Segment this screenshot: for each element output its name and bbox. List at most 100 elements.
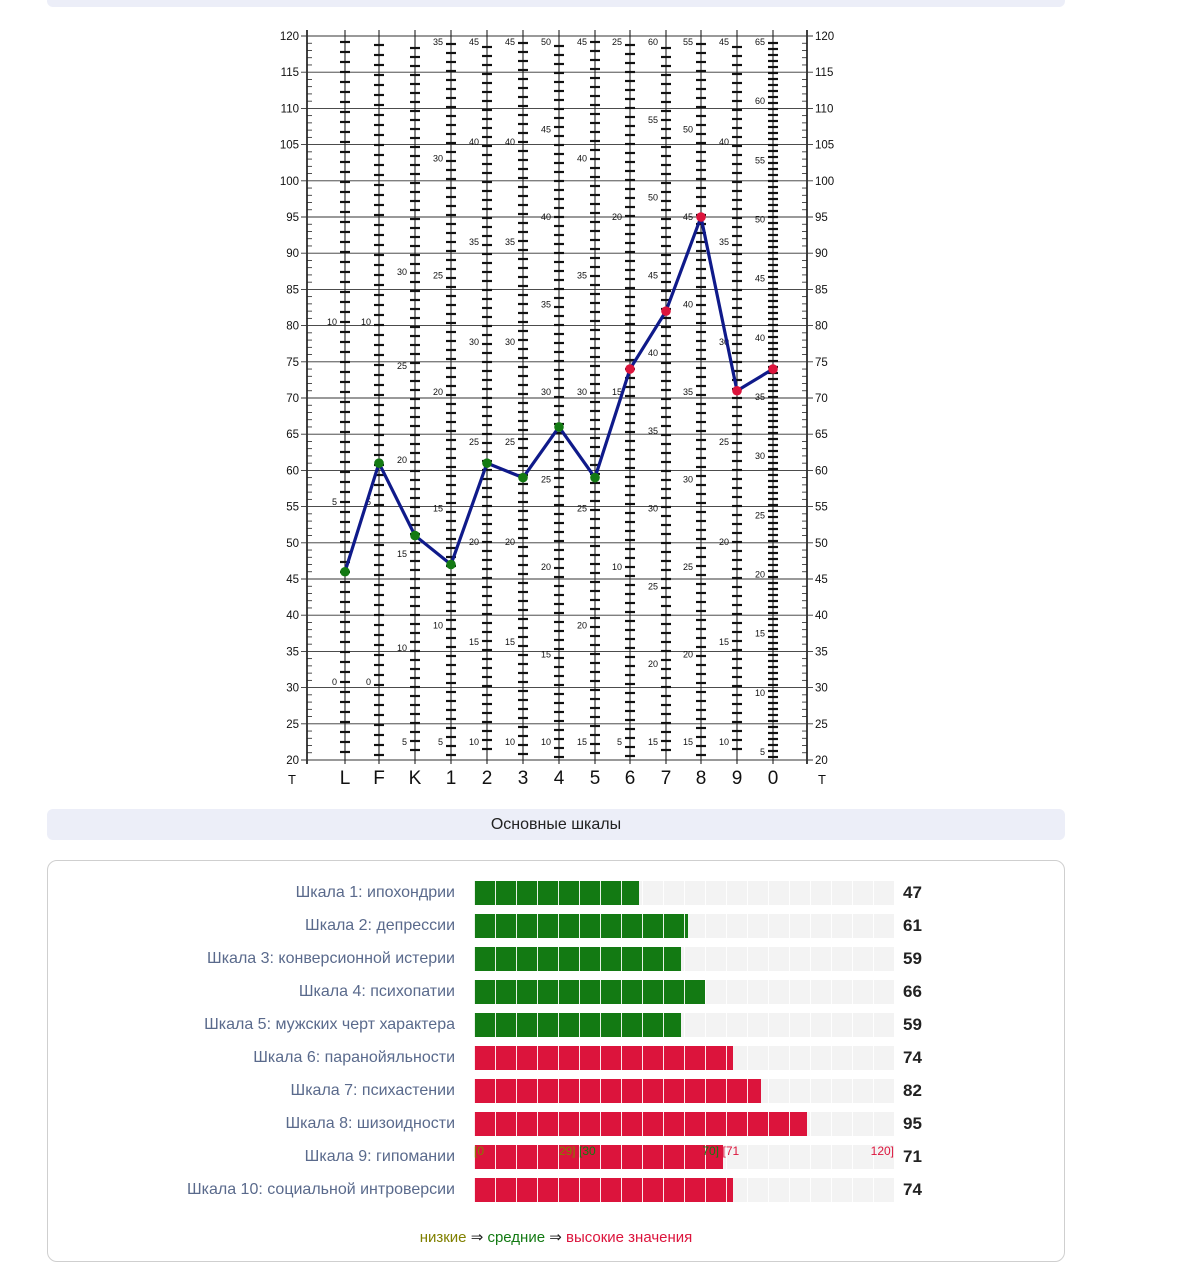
scale-row: Шкала 1: ипохондрии 47 [47,880,1063,906]
chart-column-label: 3 [518,768,529,787]
chart-column-label: 9 [732,768,743,787]
chart-raw-label: 40 [577,154,587,164]
chart-point-L [340,566,350,577]
chart-raw-label: 10 [541,737,551,747]
legend-low: низкие [419,1229,467,1246]
scale-label: Шкала 4: психопатии [298,983,455,1000]
chart-raw-label: 20 [683,650,693,660]
chart-raw-label: 35 [719,237,729,247]
scale-bar-fill [474,1112,807,1136]
scale-label: Шкала 1: ипохондрии [295,884,455,901]
chart-raw-label: 30 [755,451,765,461]
chart-raw-label: 20 [719,537,729,547]
chart-raw-label: 30 [648,504,658,514]
scale-value: 74 [903,1048,922,1067]
chart-y-tick-right: 35 [815,646,828,658]
chart-y-tick-right: 95 [815,212,828,224]
chart-y-tick-left: 60 [286,465,299,477]
scale-value: 61 [903,916,922,935]
scale-bar-fill [474,947,681,971]
chart-raw-label: 45 [719,37,729,47]
chart-y-tick-right: 115 [815,67,833,79]
chart-point-F [374,458,384,468]
chart-raw-label: 35 [469,237,479,247]
scale-row: Шкала 9: гипомании 71 [47,1144,1063,1170]
chart-raw-label: 20 [577,620,587,630]
chart-column-label: 8 [696,768,707,787]
chart-y-tick-right: 20 [815,755,828,767]
scale-bar-fill [474,1079,761,1103]
chart-y-tick-right: 75 [815,357,828,369]
chart-raw-label: 20 [469,537,479,547]
scale-bar-track [474,1013,894,1037]
scale-value: 59 [903,949,922,968]
chart-raw-label: 30 [683,475,693,485]
chart-y-tick-left: 30 [286,683,299,695]
chart-column-label: 5 [590,768,601,787]
chart-raw-label: 15 [719,637,729,647]
chart-point-0 [768,364,778,374]
chart-raw-label: 65 [755,37,765,47]
chart-column-label: F [373,768,385,787]
chart-scale-columns [340,30,778,764]
chart-y-tick-left: 105 [280,140,299,152]
scale-bar-fill [474,980,705,1004]
scale-bar-track [474,980,894,1004]
chart-raw-label: 45 [648,270,658,280]
chart-y-tick-left: 20 [286,755,299,767]
chart-raw-label: 25 [541,475,551,485]
chart-raw-label: 60 [648,37,658,47]
chart-y-ticks-left: 120 115 110 105 100 95 90 85 80 75 70 65 60 55 50 45 40 3… [280,31,299,767]
chart-raw-label: 30 [577,387,587,397]
chart-point-5 [590,472,600,483]
chart-raw-label: 45 [683,212,693,222]
scale-value: 66 [903,982,922,1001]
chart-y-tick-right: 65 [815,429,828,441]
chart-raw-label: 30 [469,337,479,347]
chart-y-tick-left: 120 [280,31,299,43]
chart-raw-label: 40 [505,137,515,147]
chart-y-tick-right: 45 [815,574,828,586]
scale-bar-fill [474,881,639,905]
chart-y-tick-left: 45 [286,574,299,586]
chart-raw-label: 10 [505,737,515,747]
chart-raw-label: 35 [683,387,693,397]
chart-raw-label: 10 [719,737,729,747]
chart-y-tick-right: 55 [815,502,828,514]
chart-raw-label: 35 [433,37,443,47]
chart-raw-label: 10 [755,688,765,698]
chart-point-2 [482,458,492,468]
chart-raw-label: 30 [433,154,443,164]
scale-row: Шкала 6: паранойяльности 74 [47,1045,1063,1071]
chart-column-label: 4 [554,768,565,787]
chart-raw-label: 60 [755,96,765,106]
chart-raw-label: 10 [361,317,371,327]
chart-y-tick-right: 40 [815,610,828,622]
chart-y-tick-left: 90 [286,248,299,260]
scale-bar-fill [474,1145,723,1169]
chart-raw-label: 10 [327,317,337,327]
legend-arrow-1: ⇒ [466,1229,488,1246]
chart-raw-label: 30 [505,337,515,347]
chart-point-3 [518,472,528,483]
chart-raw-label: 15 [755,629,765,639]
chart-raw-label: 15 [469,637,479,647]
chart-raw-label: 20 [612,212,622,222]
chart-raw-label: 40 [755,333,765,343]
scale-label: Шкала 7: психастении [290,1082,455,1099]
chart-y-tick-right: 30 [815,683,828,695]
chart-raw-label: 20 [397,455,407,465]
chart-y-tick-left: 70 [286,393,299,405]
scale-row: Шкала 5: мужских черт характера 59 [47,1012,1063,1038]
chart-raw-label: 40 [719,137,729,147]
chart-raw-label: 20 [541,562,551,572]
chart-raw-label: 40 [469,137,479,147]
chart-column-label: L [340,768,351,787]
scale-row: Шкала 8: шизоидности 95 [47,1111,1063,1137]
chart-raw-label: 30 [397,267,407,277]
legend-arrow-2: ⇒ [545,1229,566,1246]
scale-label: Шкала 3: конверсионной истерии [207,950,455,967]
chart-y-tick-right: 70 [815,393,828,405]
scale-label: Шкала 2: депрессии [305,917,455,934]
scale-bar-fill [474,1046,733,1070]
